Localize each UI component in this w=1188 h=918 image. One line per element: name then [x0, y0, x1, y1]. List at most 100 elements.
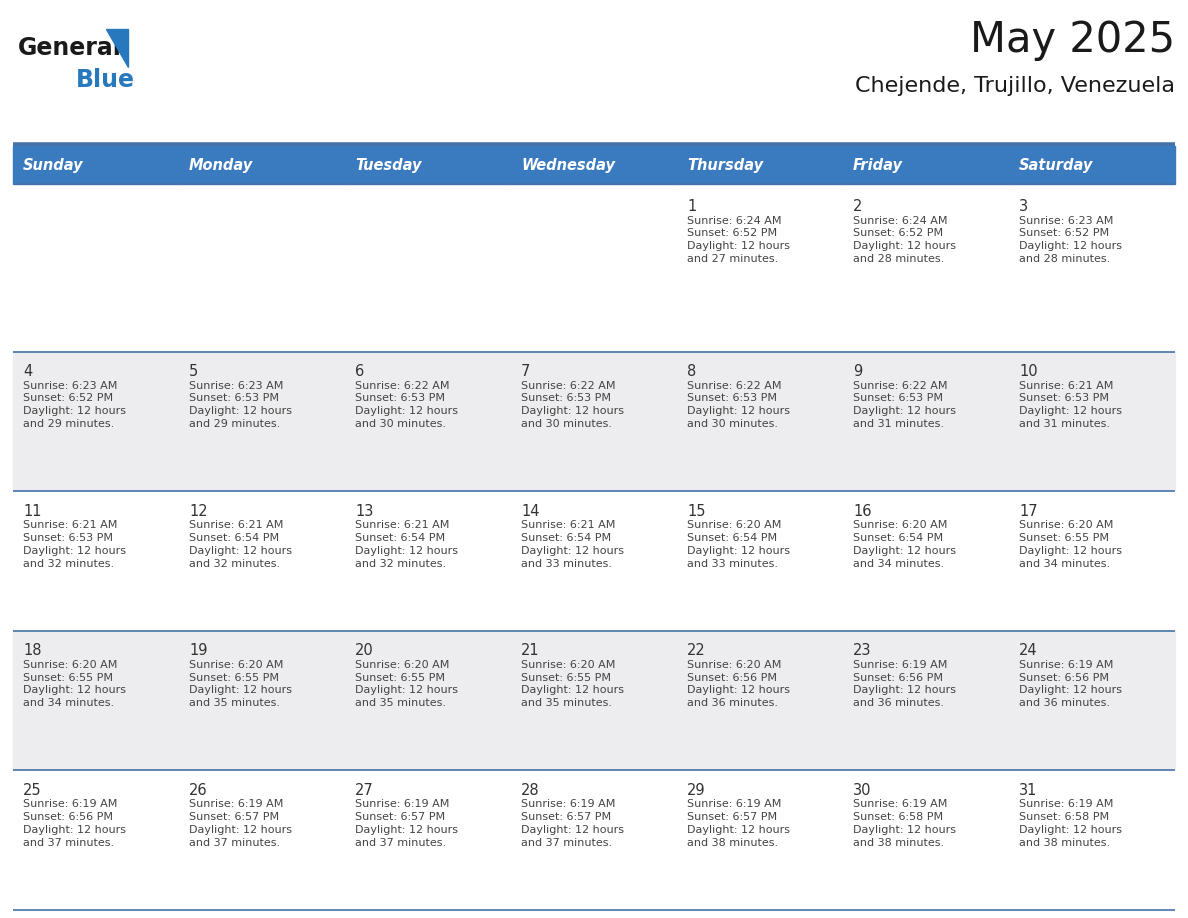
Bar	[13, 146, 179, 184]
Text: 15: 15	[687, 504, 706, 519]
Bar	[13, 770, 179, 910]
Text: Monday: Monday	[189, 158, 253, 173]
Text: Sunrise: 6:23 AM
Sunset: 6:52 PM
Daylight: 12 hours
and 29 minutes.: Sunrise: 6:23 AM Sunset: 6:52 PM Dayligh…	[23, 381, 126, 429]
Text: Sunrise: 6:22 AM
Sunset: 6:53 PM
Daylight: 12 hours
and 30 minutes.: Sunrise: 6:22 AM Sunset: 6:53 PM Dayligh…	[522, 381, 624, 429]
Text: 29: 29	[687, 783, 706, 798]
Bar	[843, 146, 1009, 184]
Text: Sunrise: 6:21 AM
Sunset: 6:54 PM
Daylight: 12 hours
and 32 minutes.: Sunrise: 6:21 AM Sunset: 6:54 PM Dayligh…	[189, 521, 292, 568]
Text: 6: 6	[355, 364, 365, 379]
Text: Sunrise: 6:20 AM
Sunset: 6:55 PM
Daylight: 12 hours
and 35 minutes.: Sunrise: 6:20 AM Sunset: 6:55 PM Dayligh…	[189, 660, 292, 708]
Text: 30: 30	[853, 783, 872, 798]
Text: 27: 27	[355, 783, 374, 798]
Bar	[179, 631, 345, 770]
Text: General: General	[18, 36, 122, 60]
Bar	[1009, 631, 1175, 770]
Bar	[345, 631, 511, 770]
Text: Sunrise: 6:20 AM
Sunset: 6:56 PM
Daylight: 12 hours
and 36 minutes.: Sunrise: 6:20 AM Sunset: 6:56 PM Dayligh…	[687, 660, 790, 708]
Bar	[1009, 184, 1175, 352]
Text: 9: 9	[853, 364, 862, 379]
Text: Sunrise: 6:20 AM
Sunset: 6:55 PM
Daylight: 12 hours
and 35 minutes.: Sunrise: 6:20 AM Sunset: 6:55 PM Dayligh…	[355, 660, 457, 708]
Bar	[345, 491, 511, 631]
Bar	[843, 352, 1009, 491]
Bar	[677, 631, 843, 770]
Text: 4: 4	[23, 364, 32, 379]
Text: Sunrise: 6:20 AM
Sunset: 6:55 PM
Daylight: 12 hours
and 34 minutes.: Sunrise: 6:20 AM Sunset: 6:55 PM Dayligh…	[1019, 521, 1121, 568]
Text: 1: 1	[687, 199, 696, 214]
Polygon shape	[106, 29, 128, 67]
Text: 7: 7	[522, 364, 530, 379]
Bar	[843, 770, 1009, 910]
Bar	[345, 352, 511, 491]
Text: Sunrise: 6:21 AM
Sunset: 6:54 PM
Daylight: 12 hours
and 33 minutes.: Sunrise: 6:21 AM Sunset: 6:54 PM Dayligh…	[522, 521, 624, 568]
Text: 12: 12	[189, 504, 208, 519]
Bar	[677, 352, 843, 491]
Bar	[179, 184, 345, 352]
Text: Sunrise: 6:24 AM
Sunset: 6:52 PM
Daylight: 12 hours
and 27 minutes.: Sunrise: 6:24 AM Sunset: 6:52 PM Dayligh…	[687, 216, 790, 264]
Bar	[677, 184, 843, 352]
Bar	[511, 770, 677, 910]
Bar	[345, 770, 511, 910]
Bar	[511, 631, 677, 770]
Text: Wednesday: Wednesday	[522, 158, 615, 173]
Text: 22: 22	[687, 644, 706, 658]
Text: 13: 13	[355, 504, 373, 519]
Text: Sunrise: 6:20 AM
Sunset: 6:54 PM
Daylight: 12 hours
and 34 minutes.: Sunrise: 6:20 AM Sunset: 6:54 PM Dayligh…	[853, 521, 956, 568]
Bar	[13, 184, 179, 352]
Text: Sunrise: 6:20 AM
Sunset: 6:55 PM
Daylight: 12 hours
and 34 minutes.: Sunrise: 6:20 AM Sunset: 6:55 PM Dayligh…	[23, 660, 126, 708]
Text: Sunrise: 6:19 AM
Sunset: 6:56 PM
Daylight: 12 hours
and 36 minutes.: Sunrise: 6:19 AM Sunset: 6:56 PM Dayligh…	[1019, 660, 1121, 708]
Bar	[179, 491, 345, 631]
Text: Sunrise: 6:21 AM
Sunset: 6:53 PM
Daylight: 12 hours
and 32 minutes.: Sunrise: 6:21 AM Sunset: 6:53 PM Dayligh…	[23, 521, 126, 568]
Text: Sunrise: 6:21 AM
Sunset: 6:53 PM
Daylight: 12 hours
and 31 minutes.: Sunrise: 6:21 AM Sunset: 6:53 PM Dayligh…	[1019, 381, 1121, 429]
Text: Sunrise: 6:23 AM
Sunset: 6:52 PM
Daylight: 12 hours
and 28 minutes.: Sunrise: 6:23 AM Sunset: 6:52 PM Dayligh…	[1019, 216, 1121, 264]
Text: 31: 31	[1019, 783, 1037, 798]
Bar	[179, 146, 345, 184]
Bar	[1009, 491, 1175, 631]
Bar	[13, 631, 179, 770]
Text: 14: 14	[522, 504, 539, 519]
Bar	[13, 491, 179, 631]
Text: Sunrise: 6:19 AM
Sunset: 6:57 PM
Daylight: 12 hours
and 38 minutes.: Sunrise: 6:19 AM Sunset: 6:57 PM Dayligh…	[687, 800, 790, 848]
Text: Sunrise: 6:24 AM
Sunset: 6:52 PM
Daylight: 12 hours
and 28 minutes.: Sunrise: 6:24 AM Sunset: 6:52 PM Dayligh…	[853, 216, 956, 264]
Text: 2: 2	[853, 199, 862, 214]
Bar	[13, 352, 179, 491]
Text: 28: 28	[522, 783, 539, 798]
Text: 5: 5	[189, 364, 198, 379]
Text: Sunrise: 6:22 AM
Sunset: 6:53 PM
Daylight: 12 hours
and 31 minutes.: Sunrise: 6:22 AM Sunset: 6:53 PM Dayligh…	[853, 381, 956, 429]
Text: Blue: Blue	[76, 68, 135, 92]
Text: Sunrise: 6:19 AM
Sunset: 6:57 PM
Daylight: 12 hours
and 37 minutes.: Sunrise: 6:19 AM Sunset: 6:57 PM Dayligh…	[189, 800, 292, 848]
Text: 23: 23	[853, 644, 872, 658]
Text: Sunrise: 6:19 AM
Sunset: 6:58 PM
Daylight: 12 hours
and 38 minutes.: Sunrise: 6:19 AM Sunset: 6:58 PM Dayligh…	[1019, 800, 1121, 848]
Text: 11: 11	[23, 504, 42, 519]
Text: Saturday: Saturday	[1019, 158, 1093, 173]
Bar	[511, 146, 677, 184]
Bar	[677, 770, 843, 910]
Text: Sunrise: 6:20 AM
Sunset: 6:54 PM
Daylight: 12 hours
and 33 minutes.: Sunrise: 6:20 AM Sunset: 6:54 PM Dayligh…	[687, 521, 790, 568]
Text: 18: 18	[23, 644, 42, 658]
Text: Friday: Friday	[853, 158, 903, 173]
Bar	[677, 491, 843, 631]
Text: 17: 17	[1019, 504, 1037, 519]
Text: Sunrise: 6:23 AM
Sunset: 6:53 PM
Daylight: 12 hours
and 29 minutes.: Sunrise: 6:23 AM Sunset: 6:53 PM Dayligh…	[189, 381, 292, 429]
Bar	[1009, 146, 1175, 184]
Bar	[677, 146, 843, 184]
Text: Thursday: Thursday	[687, 158, 763, 173]
Text: Sunrise: 6:19 AM
Sunset: 6:56 PM
Daylight: 12 hours
and 37 minutes.: Sunrise: 6:19 AM Sunset: 6:56 PM Dayligh…	[23, 800, 126, 848]
Text: 16: 16	[853, 504, 872, 519]
Text: Chejende, Trujillo, Venezuela: Chejende, Trujillo, Venezuela	[855, 76, 1175, 96]
Bar	[843, 631, 1009, 770]
Text: 19: 19	[189, 644, 208, 658]
Text: Sunrise: 6:19 AM
Sunset: 6:56 PM
Daylight: 12 hours
and 36 minutes.: Sunrise: 6:19 AM Sunset: 6:56 PM Dayligh…	[853, 660, 956, 708]
Text: 25: 25	[23, 783, 42, 798]
Text: Sunrise: 6:22 AM
Sunset: 6:53 PM
Daylight: 12 hours
and 30 minutes.: Sunrise: 6:22 AM Sunset: 6:53 PM Dayligh…	[687, 381, 790, 429]
Bar	[345, 184, 511, 352]
Bar	[1009, 770, 1175, 910]
Bar	[1009, 352, 1175, 491]
Text: 26: 26	[189, 783, 208, 798]
Text: 24: 24	[1019, 644, 1037, 658]
Text: 10: 10	[1019, 364, 1037, 379]
Bar	[843, 184, 1009, 352]
Bar	[511, 184, 677, 352]
Text: May 2025: May 2025	[969, 19, 1175, 61]
Text: Sunrise: 6:19 AM
Sunset: 6:58 PM
Daylight: 12 hours
and 38 minutes.: Sunrise: 6:19 AM Sunset: 6:58 PM Dayligh…	[853, 800, 956, 848]
Bar	[511, 491, 677, 631]
